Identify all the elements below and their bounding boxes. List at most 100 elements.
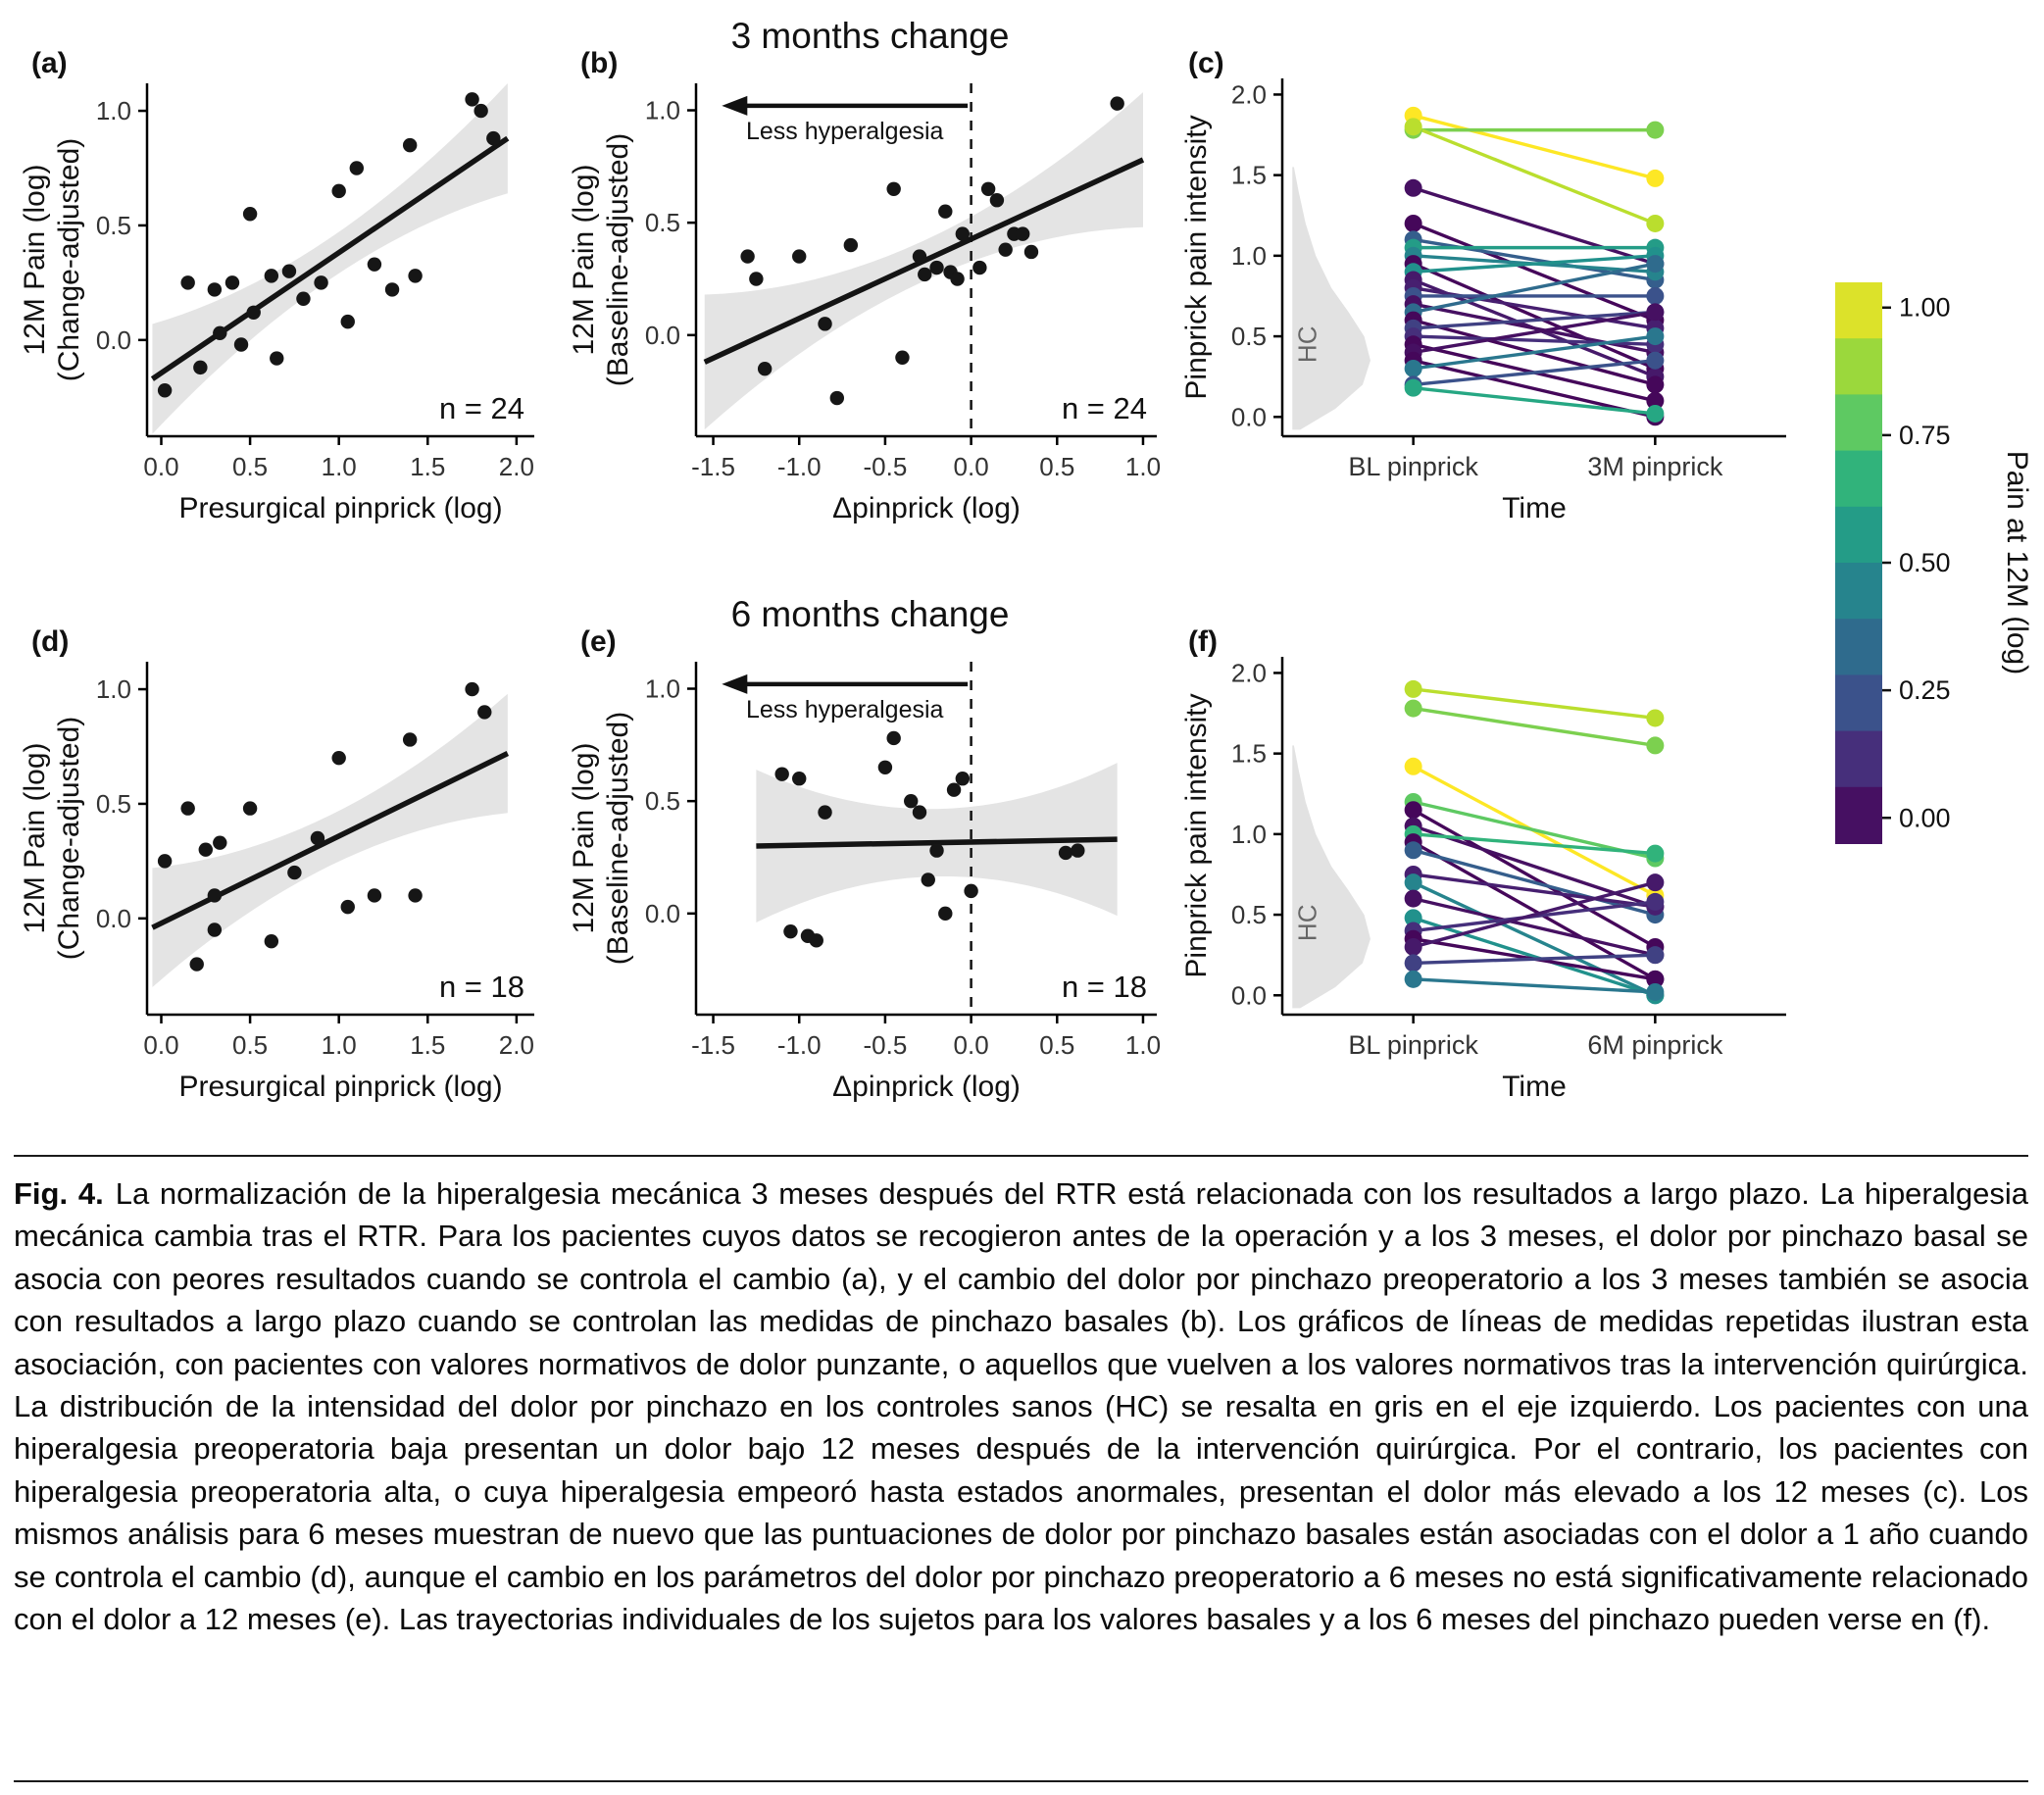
bottom-rule xyxy=(14,1780,2028,1782)
svg-text:(Baseline-adjusted): (Baseline-adjusted) xyxy=(602,133,634,386)
panel-c: HC 0.0 0.5 1.0 1.5 2.0 BL pinprick 3M pinprick T… xyxy=(1176,49,1814,539)
svg-text:1.0: 1.0 xyxy=(1125,452,1161,481)
svg-text:Less hyperalgesia: Less hyperalgesia xyxy=(746,696,944,723)
svg-text:Pinprick pain intensity: Pinprick pain intensity xyxy=(1180,693,1213,977)
svg-text:0.0: 0.0 xyxy=(96,904,131,933)
svg-text:12M Pain (log): 12M Pain (log) xyxy=(19,742,51,933)
row2-title: 6 months change xyxy=(730,594,1010,634)
svg-text:0.0: 0.0 xyxy=(1231,402,1267,431)
panel-a: 0.0 0.5 1.0 1.5 2.0 0.0 0.5 1.0 Presurgical pinp… xyxy=(15,49,554,539)
svg-text:12M Pain (log): 12M Pain (log) xyxy=(568,164,600,355)
panel-e: Less hyperalgesia -1.5 -1.0 -0.5 0.0 0.5 1.0 0.… xyxy=(564,627,1176,1118)
svg-text:0.5: 0.5 xyxy=(1039,452,1074,481)
svg-text:-1.0: -1.0 xyxy=(777,452,822,481)
panel-e-chart: Less hyperalgesia -1.5 -1.0 -0.5 0.0 0.5 1.0 0.… xyxy=(568,662,1161,1103)
svg-text:1.0: 1.0 xyxy=(1231,820,1267,849)
svg-text:6M pinprick: 6M pinprick xyxy=(1587,1030,1723,1060)
svg-text:-1.5: -1.5 xyxy=(691,452,735,481)
panel-d-chart: 0.0 0.5 1.0 1.5 2.0 0.0 0.5 1.0 Presurgical pinp… xyxy=(19,662,534,1103)
panel-d: 0.0 0.5 1.0 1.5 2.0 0.0 0.5 1.0 Presurgical pinp… xyxy=(15,627,554,1118)
row1-title: 3 months change xyxy=(730,16,1010,56)
svg-text:Presurgical pinprick (log): Presurgical pinprick (log) xyxy=(178,1071,502,1103)
svg-text:0.5: 0.5 xyxy=(232,1030,268,1060)
svg-text:1.0: 1.0 xyxy=(1231,241,1267,271)
colorbar-legend: 1.00 0.75 0.50 0.25 0.00 Pain at 12M (log) xyxy=(1821,273,2037,871)
svg-text:12M Pain (log): 12M Pain (log) xyxy=(568,742,600,933)
svg-text:0.5: 0.5 xyxy=(1231,900,1267,929)
figure-caption: Fig. 4. La normalización de la hiperalges… xyxy=(14,1155,2028,1640)
svg-text:0.5: 0.5 xyxy=(1231,322,1267,351)
svg-text:0.0: 0.0 xyxy=(143,452,178,481)
svg-text:Pinprick pain intensity: Pinprick pain intensity xyxy=(1180,115,1213,399)
svg-text:2.0: 2.0 xyxy=(1231,658,1267,687)
panel-e-label: (e) xyxy=(580,625,617,658)
svg-text:HC: HC xyxy=(1292,905,1321,942)
svg-text:1.0: 1.0 xyxy=(322,1030,357,1060)
panel-c-chart: HC 0.0 0.5 1.0 1.5 2.0 BL pinprick 3M pinprick T… xyxy=(1180,78,1786,524)
svg-text:Pain at 12M (log): Pain at 12M (log) xyxy=(2001,451,2033,674)
svg-text:1.0: 1.0 xyxy=(96,674,131,704)
svg-text:0.0: 0.0 xyxy=(96,325,131,355)
svg-text:0.5: 0.5 xyxy=(232,452,268,481)
svg-text:2.0: 2.0 xyxy=(1231,79,1267,109)
svg-text:1.0: 1.0 xyxy=(322,452,357,481)
panel-a-chart: 0.0 0.5 1.0 1.5 2.0 0.0 0.5 1.0 Presurgical pinp… xyxy=(19,83,534,524)
caption-text: La normalización de la hiperalgesia mecá… xyxy=(14,1176,2028,1636)
svg-text:(Change-adjusted): (Change-adjusted) xyxy=(53,717,85,960)
svg-text:Time: Time xyxy=(1502,1071,1567,1103)
svg-text:(Baseline-adjusted): (Baseline-adjusted) xyxy=(602,712,634,965)
svg-text:0.5: 0.5 xyxy=(96,211,131,240)
svg-text:0.0: 0.0 xyxy=(954,1030,989,1060)
panel-b-chart: Less hyperalgesia -1.5 -1.0 -0.5 0.0 0.5 1.0 0.… xyxy=(568,83,1161,524)
svg-text:1.5: 1.5 xyxy=(410,1030,445,1060)
svg-text:1.5: 1.5 xyxy=(410,452,445,481)
svg-text:0.5: 0.5 xyxy=(1039,1030,1074,1060)
svg-text:0.5: 0.5 xyxy=(645,208,680,237)
svg-text:Time: Time xyxy=(1502,492,1567,524)
svg-text:2.0: 2.0 xyxy=(499,1030,534,1060)
svg-text:0.0: 0.0 xyxy=(645,321,680,350)
svg-text:1.5: 1.5 xyxy=(1231,739,1267,769)
svg-text:BL pinprick: BL pinprick xyxy=(1348,452,1478,481)
svg-text:HC: HC xyxy=(1292,326,1321,364)
svg-text:n = 18: n = 18 xyxy=(439,970,524,1004)
svg-text:0.0: 0.0 xyxy=(143,1030,178,1060)
svg-text:0.0: 0.0 xyxy=(954,452,989,481)
caption-label: Fig. 4. xyxy=(14,1176,104,1211)
svg-text:1.0: 1.0 xyxy=(645,96,680,125)
svg-text:n = 24: n = 24 xyxy=(439,391,524,425)
svg-text:1.0: 1.0 xyxy=(645,674,680,704)
panel-d-label: (d) xyxy=(31,625,70,658)
svg-text:3M pinprick: 3M pinprick xyxy=(1587,452,1723,481)
figure-4: 3 months change 6 months change (a) (b) … xyxy=(15,16,2037,1118)
svg-text:-0.5: -0.5 xyxy=(864,1030,908,1060)
svg-text:0.5: 0.5 xyxy=(645,786,680,816)
svg-text:Presurgical pinprick (log): Presurgical pinprick (log) xyxy=(178,492,502,524)
svg-text:12M Pain (log): 12M Pain (log) xyxy=(19,164,51,355)
svg-text:-1.0: -1.0 xyxy=(777,1030,822,1060)
svg-text:BL pinprick: BL pinprick xyxy=(1348,1030,1478,1060)
panel-b: Less hyperalgesia -1.5 -1.0 -0.5 0.0 0.5 1.0 0.… xyxy=(564,49,1176,539)
svg-text:0.5: 0.5 xyxy=(96,789,131,819)
svg-text:-0.5: -0.5 xyxy=(864,452,908,481)
svg-text:0.0: 0.0 xyxy=(1231,980,1267,1010)
svg-text:1.0: 1.0 xyxy=(1125,1030,1161,1060)
panel-f-chart: HC 0.0 0.5 1.0 1.5 2.0 BL pinprick 6M pinprick T… xyxy=(1180,657,1786,1103)
svg-text:0.00: 0.00 xyxy=(1899,803,1951,832)
svg-text:Less hyperalgesia: Less hyperalgesia xyxy=(746,118,944,145)
panel-a-label: (a) xyxy=(31,47,68,79)
svg-text:(Change-adjusted): (Change-adjusted) xyxy=(53,138,85,381)
svg-text:0.75: 0.75 xyxy=(1899,421,1951,450)
panel-f: HC 0.0 0.5 1.0 1.5 2.0 BL pinprick 6M pinprick T… xyxy=(1176,627,1814,1118)
svg-text:Δpinprick (log): Δpinprick (log) xyxy=(832,492,1021,524)
svg-text:0.50: 0.50 xyxy=(1899,548,1951,577)
svg-text:1.00: 1.00 xyxy=(1899,293,1951,323)
svg-text:2.0: 2.0 xyxy=(499,452,534,481)
panel-b-label: (b) xyxy=(580,47,619,79)
svg-text:Δpinprick (log): Δpinprick (log) xyxy=(832,1071,1021,1103)
panel-f-label: (f) xyxy=(1188,625,1218,658)
svg-text:-1.5: -1.5 xyxy=(691,1030,735,1060)
panel-c-label: (c) xyxy=(1188,47,1224,79)
svg-text:0.0: 0.0 xyxy=(645,899,680,928)
